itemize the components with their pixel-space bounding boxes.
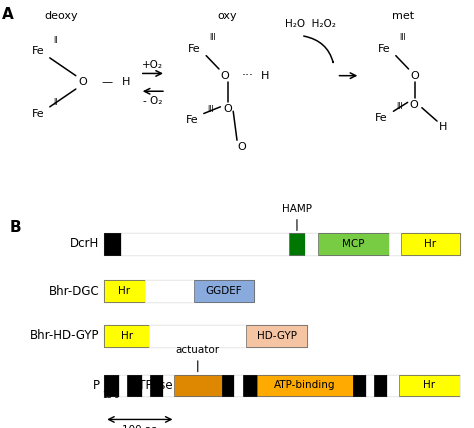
Text: Hr: Hr: [118, 286, 130, 296]
Bar: [151, 374, 163, 396]
Bar: [401, 233, 460, 255]
Bar: [104, 280, 145, 302]
Text: actuator: actuator: [176, 345, 220, 372]
Bar: [104, 280, 254, 302]
Text: O: O: [223, 104, 232, 114]
Bar: [145, 280, 194, 302]
Text: HD-GYP: HD-GYP: [256, 331, 297, 341]
Bar: [389, 233, 401, 255]
Text: III: III: [210, 33, 216, 42]
Text: Hr: Hr: [424, 239, 437, 249]
Bar: [104, 325, 307, 347]
Bar: [104, 325, 149, 347]
Bar: [118, 374, 128, 396]
Bar: [365, 374, 374, 396]
Bar: [128, 374, 142, 396]
Bar: [305, 233, 318, 255]
Bar: [221, 374, 234, 396]
Text: A: A: [2, 7, 14, 22]
FancyArrowPatch shape: [304, 36, 333, 62]
Text: ATP-binding: ATP-binding: [274, 380, 336, 390]
Bar: [149, 325, 246, 347]
Text: -ATPase: -ATPase: [127, 379, 173, 392]
Text: P: P: [92, 379, 100, 392]
Text: Fe: Fe: [186, 115, 198, 125]
Text: Fe: Fe: [32, 109, 44, 119]
Text: ···: ···: [241, 69, 254, 82]
Text: 1B-5: 1B-5: [102, 390, 119, 400]
Bar: [243, 374, 257, 396]
Text: oxy: oxy: [218, 11, 237, 21]
Text: O: O: [409, 100, 418, 110]
Text: 100 aa: 100 aa: [122, 425, 158, 428]
Bar: [460, 374, 470, 396]
Text: - O₂: - O₂: [143, 96, 162, 107]
Text: Fe: Fe: [378, 44, 390, 54]
Bar: [289, 233, 305, 255]
Bar: [374, 374, 387, 396]
Text: Fe: Fe: [375, 113, 388, 123]
Text: H₂O  H₂O₂: H₂O H₂O₂: [285, 20, 336, 30]
Bar: [104, 374, 460, 396]
Bar: [353, 374, 365, 396]
Bar: [173, 374, 222, 396]
Text: Hr: Hr: [423, 380, 436, 390]
Bar: [104, 233, 121, 255]
Text: HAMP: HAMP: [282, 204, 312, 231]
Text: H: H: [261, 71, 270, 80]
Text: DcrH: DcrH: [70, 238, 100, 250]
Text: met: met: [392, 11, 414, 21]
Text: III: III: [397, 102, 403, 111]
Bar: [399, 374, 460, 396]
Bar: [121, 233, 289, 255]
Text: MCP: MCP: [342, 239, 365, 249]
Text: O: O: [79, 77, 87, 87]
Text: O: O: [237, 142, 246, 152]
Text: deoxy: deoxy: [45, 11, 78, 21]
Text: —: —: [101, 77, 112, 87]
Bar: [318, 233, 389, 255]
Text: II: II: [53, 98, 57, 107]
Text: H: H: [439, 122, 447, 132]
Text: B: B: [9, 220, 21, 235]
Bar: [246, 325, 307, 347]
Bar: [104, 374, 118, 396]
Text: III: III: [207, 104, 214, 113]
Bar: [257, 374, 353, 396]
Bar: [163, 374, 173, 396]
Bar: [142, 374, 151, 396]
Bar: [194, 280, 254, 302]
Bar: [234, 374, 243, 396]
Text: GGDEF: GGDEF: [205, 286, 242, 296]
Text: Bhr-HD-GYP: Bhr-HD-GYP: [30, 330, 100, 342]
Text: O: O: [221, 71, 229, 80]
Bar: [104, 233, 460, 255]
Text: III: III: [399, 33, 406, 42]
Bar: [387, 374, 399, 396]
Text: Fe: Fe: [188, 44, 201, 54]
Text: II: II: [53, 36, 57, 45]
Text: Fe: Fe: [32, 46, 44, 56]
Text: +O₂: +O₂: [142, 59, 163, 69]
Text: H: H: [121, 77, 130, 87]
Text: Hr: Hr: [120, 331, 133, 341]
Text: Bhr-DGC: Bhr-DGC: [49, 285, 100, 297]
Text: O: O: [410, 71, 419, 80]
